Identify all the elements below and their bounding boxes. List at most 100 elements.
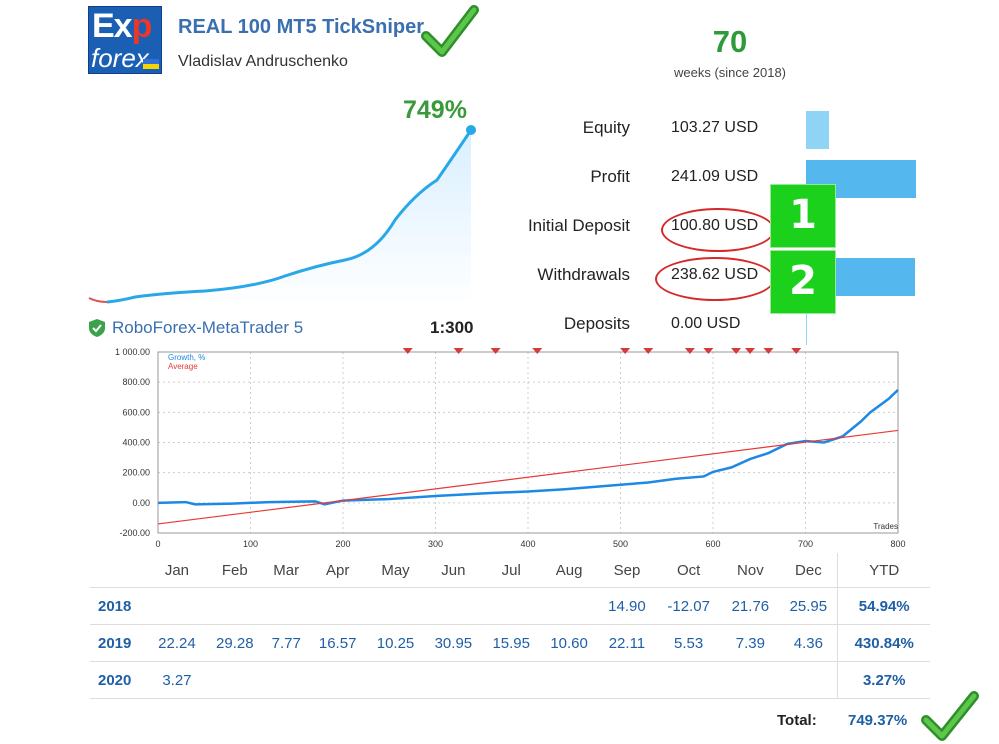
highlight-circle-withdrawals: [655, 257, 775, 301]
month-value-cell: [205, 587, 264, 625]
trade-marker: [684, 348, 695, 354]
x-tick-label: 600: [705, 539, 720, 549]
sparkline-endpoint: [466, 125, 476, 135]
stat-bar: [806, 111, 829, 149]
month-header: May: [381, 561, 410, 579]
stat-label: Profit: [590, 167, 630, 186]
month-header: Nov: [737, 561, 764, 579]
month-value-cell: 7.39: [721, 624, 780, 662]
annotation-badge-2: 2: [770, 250, 836, 314]
trade-marker: [791, 348, 802, 354]
checkmark-icon: [421, 5, 479, 57]
month-header: YTD: [837, 553, 930, 588]
month-value-cell: 21.76: [721, 587, 780, 625]
month-value-cell: [263, 587, 309, 625]
x-tick-label: 300: [428, 539, 443, 549]
sparkline-area: [89, 130, 471, 305]
x-tick-label: 100: [243, 539, 258, 549]
y-tick-label: 200.00: [122, 468, 150, 478]
plot-frame: [157, 351, 899, 534]
stat-value: 241.09 USD: [671, 168, 759, 185]
month-header: Jul: [501, 561, 521, 579]
table-row: 2020 3.27 3.27%: [90, 661, 930, 699]
average-series-line: [157, 429, 899, 525]
checkmark-icon: [921, 691, 979, 741]
trade-marker: [731, 348, 742, 354]
stat-label: Deposits: [563, 314, 630, 333]
sparkline-line: [106, 129, 473, 304]
server-name[interactable]: RoboForex-MetaTrader 5: [112, 318, 304, 337]
y-tick-label: 600.00: [122, 407, 150, 417]
month-value-cell: [308, 587, 367, 625]
y-tick-label: -200.00: [119, 528, 150, 538]
exp-forex-logo: Exp forex: [88, 6, 162, 74]
y-tick-label: 400.00: [122, 438, 150, 448]
author-name[interactable]: Vladislav Andruschenko: [178, 53, 348, 70]
month-value-cell: [263, 661, 309, 699]
ytd-cell: 3.27%: [837, 661, 930, 699]
year-cell: 2020: [90, 661, 148, 699]
stat-label: Equity: [582, 118, 630, 137]
trade-marker: [763, 348, 774, 354]
month-value-cell: 7.77: [263, 624, 309, 662]
trade-marker: [453, 348, 464, 354]
y-tick-label: 0.00: [132, 498, 150, 508]
legend-growth: Growth, %: [168, 353, 205, 362]
total-label: Total:: [777, 712, 817, 729]
month-value-cell: 3.27: [148, 661, 206, 699]
month-value-cell: [598, 661, 656, 699]
month-value-cell: 30.95: [424, 624, 483, 662]
month-value-cell: [308, 661, 367, 699]
growth-sparkline: [88, 125, 476, 305]
x-tick-label: 0: [155, 539, 160, 549]
month-value-cell: [205, 661, 264, 699]
month-header: Jun: [441, 561, 466, 579]
month-header: Apr: [325, 561, 350, 579]
month-header: Jan: [164, 561, 190, 579]
x-tick-label: 500: [613, 539, 628, 549]
flag-icon: [143, 59, 159, 69]
x-tick-label: 800: [890, 539, 905, 549]
growth-series-line: [157, 388, 899, 506]
highlight-circle-deposit: [661, 208, 775, 252]
x-tick-label: 400: [520, 539, 535, 549]
month-value-cell: [424, 661, 483, 699]
year-cell: 2018: [90, 587, 148, 625]
stat-label: Withdrawals: [537, 265, 630, 284]
trade-marker: [703, 348, 714, 354]
x-tick-label: 700: [798, 539, 813, 549]
month-value-cell: 22.11: [598, 624, 656, 662]
month-value-cell: [482, 587, 541, 625]
trade-marker: [532, 348, 543, 354]
year-header: [90, 553, 148, 588]
trade-marker: [490, 348, 501, 354]
month-header: Mar: [273, 561, 300, 579]
leverage: 1:300: [430, 318, 474, 337]
month-value-cell: 14.90: [598, 587, 656, 625]
total-row: [90, 698, 930, 735]
trade-marker: [745, 348, 755, 354]
month-value-cell: 29.28: [205, 624, 264, 662]
x-tick-label: 200: [335, 539, 350, 549]
month-value-cell: -12.07: [655, 587, 722, 625]
y-tick-label: 800.00: [122, 377, 150, 387]
stat-label: Initial Deposit: [527, 216, 630, 235]
growth-chart: 1 000.00 800.00 600.00 400.00 200.00 0.00 -200…: [115, 347, 906, 549]
signal-title[interactable]: REAL 100 MT5 TickSniper: [178, 16, 425, 38]
month-header: Aug: [555, 561, 583, 579]
ytd-cell: 430.84%: [837, 624, 930, 662]
month-value-cell: [655, 661, 722, 699]
shield-check-icon: [89, 319, 105, 337]
annotation-badge-1: 1: [770, 184, 836, 248]
month-value-cell: [540, 587, 599, 625]
logo-text-top: Exp: [92, 7, 152, 45]
month-value-cell: 10.25: [366, 624, 425, 662]
month-value-cell: 22.24: [148, 624, 206, 662]
month-value-cell: [779, 661, 838, 699]
growth-percent: 749%: [403, 96, 467, 124]
table-row: 2019 22.24 29.28 7.77 16.57 10.25 30.95 15.95 10…: [90, 624, 930, 662]
sparkline-drawdown: [88, 297, 108, 303]
month-value-cell: [540, 661, 599, 699]
month-value-cell: [366, 587, 425, 625]
month-value-cell: 16.57: [308, 624, 367, 662]
